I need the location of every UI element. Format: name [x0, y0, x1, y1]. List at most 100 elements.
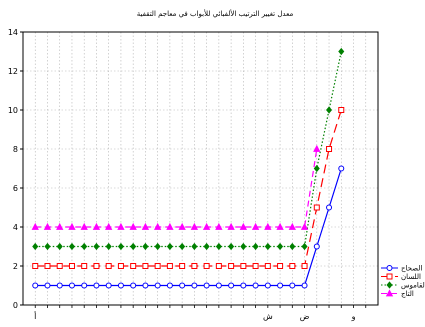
- data-point: [203, 282, 210, 289]
- data-point: [154, 263, 161, 269]
- data-point: [326, 204, 333, 211]
- data-point: [166, 242, 173, 251]
- series-3: [32, 47, 345, 251]
- data-point: [264, 263, 271, 269]
- y-tick-label: 4: [13, 223, 18, 232]
- data-point: [191, 263, 198, 269]
- data-point: [301, 242, 308, 251]
- x-tick-label: ض: [300, 312, 310, 321]
- legend-label: الصحاح: [401, 265, 422, 273]
- data-point: [68, 263, 75, 269]
- data-point: [56, 242, 63, 251]
- data-point: [93, 242, 100, 251]
- data-point: [81, 242, 88, 251]
- data-point: [338, 165, 345, 172]
- data-point: [301, 263, 308, 269]
- y-tick-label: 10: [8, 106, 18, 115]
- data-point: [179, 242, 186, 251]
- data-point: [43, 222, 52, 230]
- data-point: [32, 263, 39, 269]
- data-point: [154, 242, 161, 251]
- data-point: [289, 242, 296, 251]
- series-4: [31, 144, 321, 230]
- data-point: [105, 263, 112, 269]
- data-point: [105, 282, 112, 289]
- data-point: [105, 222, 113, 230]
- data-point: [191, 242, 198, 251]
- legend-swatch-marker: [386, 273, 393, 280]
- data-point: [203, 242, 210, 251]
- data-point: [31, 222, 39, 230]
- data-point: [301, 282, 308, 289]
- data-point: [215, 263, 222, 269]
- data-point: [326, 106, 333, 114]
- legend-swatch-marker: [386, 265, 393, 271]
- data-point: [81, 263, 88, 269]
- legend-item: الصحاح: [381, 265, 422, 273]
- data-point: [32, 282, 39, 289]
- legend-swatch-marker: [386, 281, 393, 289]
- data-point: [277, 282, 284, 289]
- data-point: [277, 242, 284, 251]
- data-point: [154, 282, 161, 289]
- legend-item: التاج: [381, 289, 414, 298]
- data-point: [141, 222, 150, 230]
- data-point: [93, 282, 100, 289]
- data-point: [313, 243, 320, 250]
- data-point: [68, 242, 75, 251]
- data-point: [227, 222, 235, 230]
- data-point: [276, 222, 284, 230]
- data-point: [68, 282, 75, 289]
- data-point: [80, 222, 88, 230]
- data-point: [313, 164, 320, 173]
- data-point: [202, 222, 211, 230]
- legend-swatch-marker: [385, 289, 394, 297]
- data-point: [277, 263, 284, 269]
- data-point: [56, 222, 64, 230]
- data-point: [264, 222, 272, 230]
- data-point: [166, 222, 174, 230]
- chart-title: معدل تغيير الترتيب الألفبائي للأبواب في …: [137, 9, 294, 18]
- data-point: [313, 144, 321, 152]
- data-point: [93, 263, 100, 269]
- data-point: [117, 222, 125, 230]
- legend-label: التاج: [401, 290, 414, 298]
- series-2: [32, 107, 345, 269]
- data-point: [203, 263, 210, 269]
- data-point: [142, 263, 149, 269]
- data-point: [190, 222, 199, 230]
- data-point: [313, 204, 320, 211]
- data-point: [92, 222, 101, 230]
- data-point: [240, 263, 247, 269]
- data-point: [252, 282, 259, 289]
- data-point: [289, 282, 296, 289]
- data-point: [252, 263, 259, 269]
- data-point: [215, 222, 223, 230]
- y-tick-label: 14: [8, 28, 18, 37]
- data-point: [264, 242, 271, 251]
- data-point: [239, 222, 248, 230]
- plot-frame: [22, 31, 379, 306]
- data-point: [142, 242, 149, 251]
- data-point: [130, 242, 137, 251]
- x-tick-label: و: [351, 312, 356, 321]
- legend-item: القاموس: [381, 281, 425, 290]
- data-point: [32, 242, 39, 251]
- series-layer: [31, 47, 345, 289]
- data-point: [191, 282, 198, 289]
- y-tick-label: 8: [13, 145, 18, 154]
- y-tick-label: 0: [13, 301, 18, 310]
- data-point: [130, 263, 137, 269]
- data-point: [288, 222, 296, 230]
- data-point: [117, 242, 124, 251]
- y-tick-label: 12: [8, 67, 18, 76]
- data-point: [68, 222, 76, 230]
- data-point: [228, 242, 235, 251]
- y-axis-ticks: 0 2 4 6 8 10 12 14: [8, 28, 23, 310]
- data-point: [44, 282, 51, 289]
- data-point: [117, 263, 124, 269]
- data-point: [44, 263, 51, 269]
